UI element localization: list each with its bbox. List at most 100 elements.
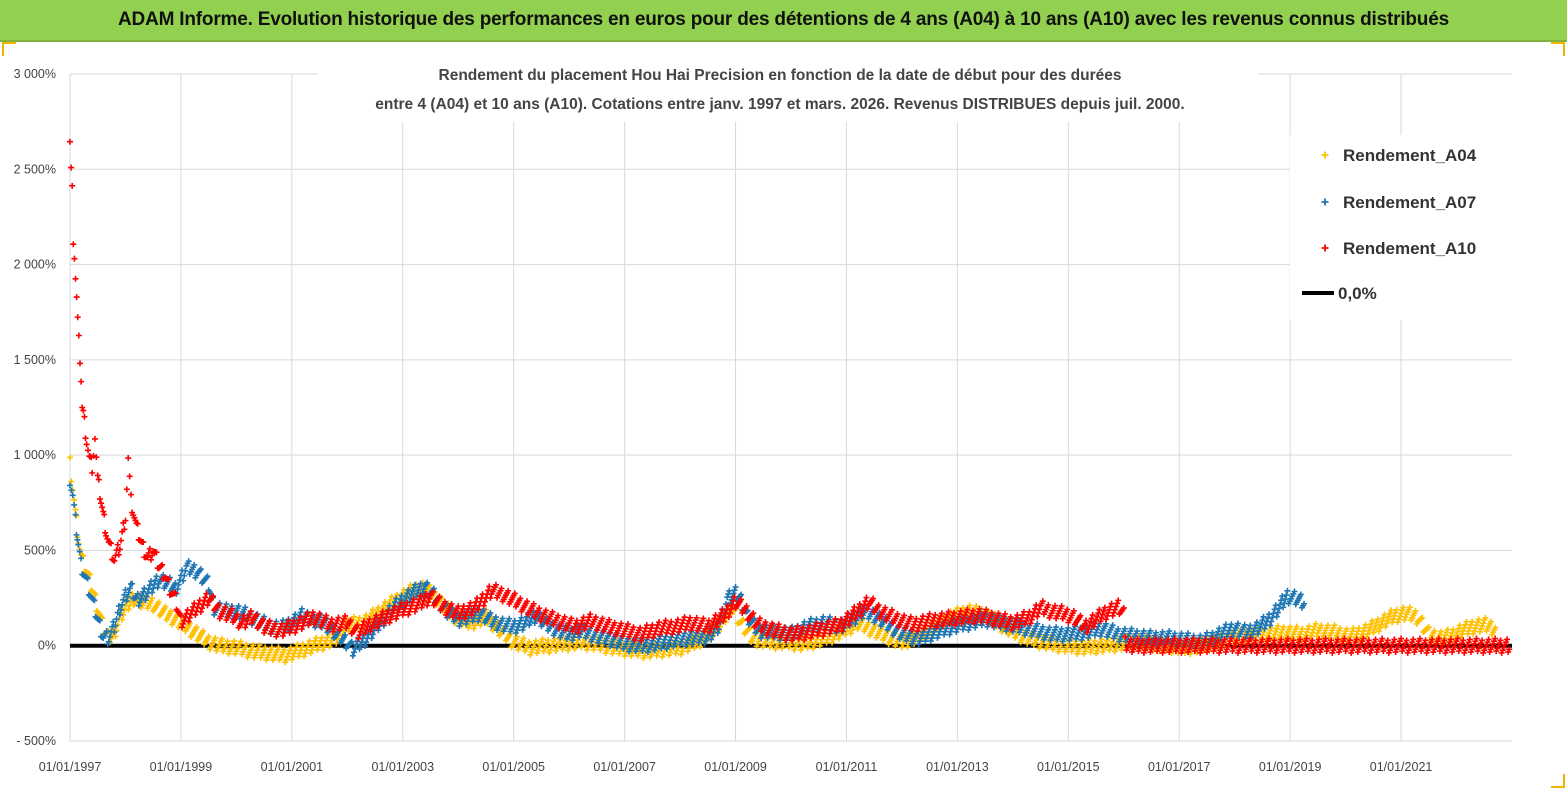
data-point xyxy=(89,469,96,476)
data-point xyxy=(701,640,708,647)
data-point xyxy=(660,651,667,658)
data-point xyxy=(140,588,147,595)
data-point xyxy=(1091,632,1098,639)
data-point xyxy=(971,620,978,627)
data-point xyxy=(1249,631,1256,638)
data-point xyxy=(654,649,661,656)
data-point xyxy=(286,647,293,654)
data-point xyxy=(702,637,709,644)
data-point xyxy=(815,629,822,636)
data-point xyxy=(1372,636,1379,643)
data-point xyxy=(1105,609,1112,616)
data-point xyxy=(718,610,725,617)
data-point xyxy=(659,642,666,649)
data-point xyxy=(687,631,694,638)
data-point xyxy=(1492,635,1499,642)
data-point xyxy=(1053,624,1060,631)
data-point xyxy=(528,648,535,655)
data-point xyxy=(837,616,844,623)
data-point xyxy=(929,631,936,638)
data-point xyxy=(244,617,251,624)
data-point xyxy=(150,585,157,592)
data-point xyxy=(725,614,732,621)
data-point xyxy=(203,590,210,597)
corner-mark-top-right xyxy=(1551,42,1565,56)
data-point xyxy=(1268,618,1275,625)
data-point xyxy=(1104,612,1111,619)
data-point xyxy=(387,616,394,623)
data-point xyxy=(415,587,422,594)
data-point xyxy=(966,624,973,631)
data-point xyxy=(1203,629,1210,636)
data-point xyxy=(606,630,613,637)
data-point xyxy=(1098,636,1105,643)
data-point xyxy=(542,607,549,614)
data-point xyxy=(499,615,506,622)
data-point xyxy=(941,631,948,638)
data-point xyxy=(1459,631,1466,638)
data-point xyxy=(110,618,117,625)
data-point xyxy=(832,615,839,622)
data-point xyxy=(575,629,582,636)
data-point xyxy=(974,611,981,618)
data-point xyxy=(781,624,788,631)
data-point xyxy=(125,606,132,613)
data-point xyxy=(457,620,464,627)
data-point xyxy=(975,608,982,615)
legend-label: Rendement_A07 xyxy=(1343,193,1476,212)
data-point xyxy=(729,601,736,608)
data-point xyxy=(1115,625,1122,632)
data-point xyxy=(793,626,800,633)
data-point xyxy=(1254,631,1261,638)
data-point xyxy=(551,635,558,642)
data-point xyxy=(1401,616,1408,623)
data-point xyxy=(642,639,649,646)
data-point xyxy=(342,612,349,619)
data-point xyxy=(936,615,943,622)
data-point xyxy=(1114,600,1121,607)
data-point xyxy=(921,625,928,632)
data-point xyxy=(291,617,298,624)
data-point xyxy=(660,623,667,630)
data-point xyxy=(68,487,75,494)
data-point xyxy=(1113,603,1119,610)
data-point xyxy=(1097,633,1104,640)
data-point xyxy=(419,589,426,596)
data-point xyxy=(75,332,82,339)
data-point xyxy=(790,634,797,641)
data-point xyxy=(576,626,583,633)
data-point xyxy=(417,592,424,599)
data-point xyxy=(180,577,187,584)
series-Rendement_A10 xyxy=(67,138,1513,656)
data-point xyxy=(1213,631,1220,638)
data-point xyxy=(1271,631,1278,638)
data-point xyxy=(155,599,162,606)
data-point xyxy=(1248,634,1255,641)
data-point xyxy=(573,640,580,647)
data-point xyxy=(1461,624,1468,631)
data-point xyxy=(262,644,269,651)
data-point xyxy=(1111,648,1118,655)
data-point xyxy=(1023,617,1030,624)
banner: ADAM Informe. Evolution historique des p… xyxy=(0,0,1567,42)
data-point xyxy=(1381,611,1388,618)
data-point xyxy=(91,435,98,442)
data-point xyxy=(673,647,680,654)
data-point xyxy=(1466,636,1473,643)
data-point xyxy=(643,622,650,629)
data-point xyxy=(517,595,524,602)
data-point xyxy=(1019,611,1026,618)
data-point xyxy=(530,608,537,615)
data-point xyxy=(801,636,808,643)
data-point xyxy=(1013,615,1020,622)
data-point xyxy=(955,613,962,620)
data-point xyxy=(1064,606,1071,613)
data-point xyxy=(769,620,776,627)
data-point xyxy=(1070,626,1077,633)
data-point xyxy=(303,613,310,620)
data-point xyxy=(1429,636,1436,643)
data-point xyxy=(154,584,161,591)
data-point xyxy=(526,638,533,645)
data-point xyxy=(858,609,865,616)
data-point xyxy=(1218,634,1225,641)
